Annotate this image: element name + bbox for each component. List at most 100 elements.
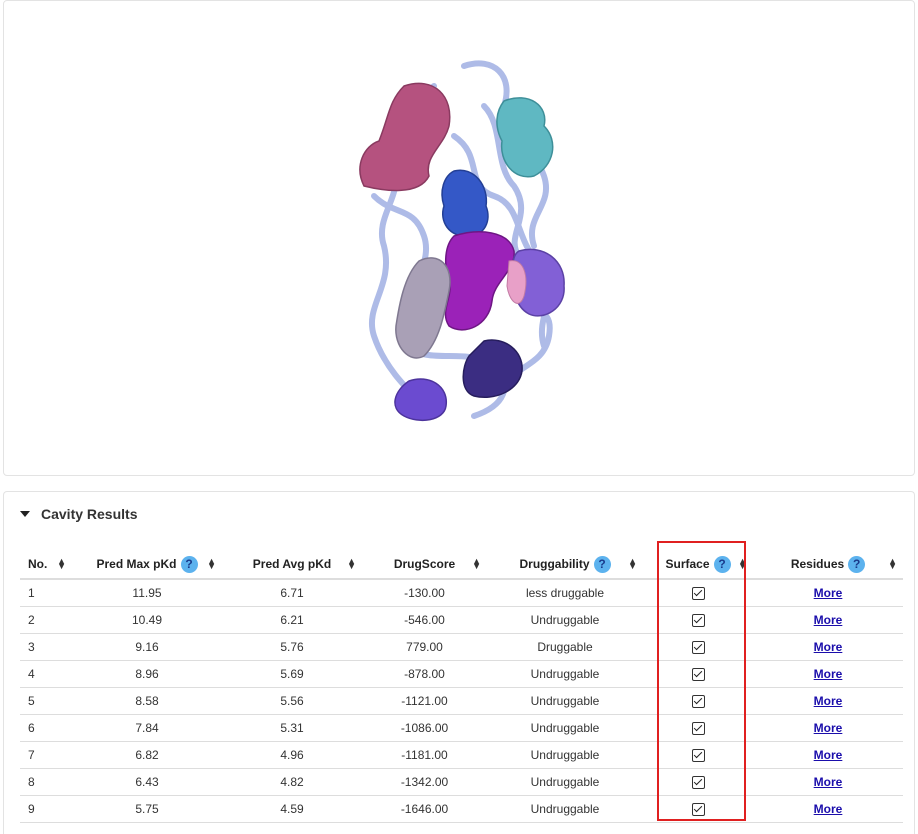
- surface-checkbox[interactable]: [691, 587, 705, 601]
- sort-icon[interactable]: ▲ ▼: [207, 556, 216, 571]
- sort-icon[interactable]: ▲ ▼: [888, 556, 897, 571]
- cell-score: -546.00: [362, 606, 487, 634]
- cell-surface: [643, 795, 753, 823]
- cell-drug: Undruggable: [487, 606, 643, 634]
- sort-icon[interactable]: ▲ ▼: [472, 556, 481, 571]
- cavity-pockets: [359, 82, 565, 422]
- residues-more-link[interactable]: More: [813, 721, 843, 735]
- cell-avg: 6.21: [222, 606, 362, 634]
- sort-icon[interactable]: ▲ ▼: [57, 556, 66, 571]
- residues-more-link[interactable]: More: [813, 586, 843, 600]
- cell-max: 5.75: [72, 795, 222, 823]
- column-header-score[interactable]: DrugScore ▲ ▼: [362, 550, 487, 580]
- sort-icon[interactable]: ▲ ▼: [738, 556, 747, 571]
- column-label: DrugScore: [393, 557, 456, 571]
- column-header-res[interactable]: Residues? ▲ ▼: [753, 550, 903, 580]
- cell-residues: More: [753, 714, 903, 742]
- table-row: 5 8.58 5.56 -1121.00 Undruggable More: [20, 687, 903, 715]
- cell-max: 8.96: [72, 660, 222, 688]
- column-header-surface[interactable]: Surface? ▲ ▼: [643, 550, 753, 580]
- cell-score: -130.00: [362, 579, 487, 607]
- cell-residues: More: [753, 633, 903, 661]
- cell-avg: 5.76: [222, 633, 362, 661]
- cell-avg: 5.69: [222, 660, 362, 688]
- help-icon[interactable]: ?: [848, 555, 866, 573]
- cell-score: 779.00: [362, 633, 487, 661]
- surface-checkbox[interactable]: [691, 776, 705, 790]
- cell-drug: Undruggable: [487, 714, 643, 742]
- help-icon[interactable]: ?: [713, 555, 731, 573]
- cell-score: -1646.00: [362, 795, 487, 823]
- surface-checkbox[interactable]: [691, 722, 705, 736]
- column-label: Druggability: [519, 557, 590, 571]
- column-header-avg[interactable]: Pred Avg pKd ▲ ▼: [222, 550, 362, 580]
- column-header-max[interactable]: Pred Max pKd? ▲ ▼: [72, 550, 222, 580]
- cell-no: 2: [20, 606, 72, 634]
- table-header-row: No. ▲ ▼ Pred Max pKd? ▲ ▼ Pred Avg pKd ▲ ▼ DrugSc…: [20, 550, 903, 580]
- cell-drug: Undruggable: [487, 660, 643, 688]
- help-icon[interactable]: ?: [593, 555, 611, 573]
- column-header-content: No.: [28, 557, 47, 571]
- residues-more-link[interactable]: More: [813, 667, 843, 681]
- cell-no: 4: [20, 660, 72, 688]
- cell-avg: 5.56: [222, 687, 362, 715]
- cell-no: 8: [20, 768, 72, 796]
- column-label: Pred Max pKd: [96, 557, 177, 571]
- surface-checkbox[interactable]: [691, 803, 705, 817]
- column-label: Surface: [665, 557, 710, 571]
- table-row: 9 5.75 4.59 -1646.00 Undruggable More: [20, 795, 903, 823]
- help-icon[interactable]: ?: [180, 555, 198, 573]
- cell-score: -878.00: [362, 660, 487, 688]
- cell-surface: [643, 714, 753, 742]
- cell-residues: More: [753, 579, 903, 607]
- residues-more-link[interactable]: More: [813, 775, 843, 789]
- cell-surface: [643, 687, 753, 715]
- residues-more-link[interactable]: More: [813, 694, 843, 708]
- cell-surface: [643, 579, 753, 607]
- cell-score: -1181.00: [362, 741, 487, 769]
- protein-3d-view[interactable]: [344, 46, 594, 436]
- column-header-no[interactable]: No. ▲ ▼: [20, 550, 72, 580]
- column-label: Pred Avg pKd: [252, 557, 332, 571]
- cell-avg: 6.71: [222, 579, 362, 607]
- column-header-drug[interactable]: Druggability? ▲ ▼: [487, 550, 643, 580]
- cavity-results-panel: Cavity Results No. ▲ ▼ Pred Max pKd? ▲ ▼ Pred …: [3, 491, 915, 834]
- column-header-content: Residues?: [790, 555, 866, 573]
- cell-residues: More: [753, 687, 903, 715]
- cell-drug: Undruggable: [487, 741, 643, 769]
- table-row: 6 7.84 5.31 -1086.00 Undruggable More: [20, 714, 903, 742]
- cell-surface: [643, 606, 753, 634]
- cell-avg: 4.82: [222, 768, 362, 796]
- structure-viewer-panel: [3, 0, 915, 476]
- surface-checkbox[interactable]: [691, 695, 705, 709]
- cell-no: 5: [20, 687, 72, 715]
- cell-avg: 5.31: [222, 714, 362, 742]
- cell-max: 10.49: [72, 606, 222, 634]
- cell-residues: More: [753, 606, 903, 634]
- cell-max: 6.82: [72, 741, 222, 769]
- cell-score: -1342.00: [362, 768, 487, 796]
- cell-score: -1086.00: [362, 714, 487, 742]
- cell-drug: less druggable: [487, 579, 643, 607]
- column-header-content: Surface?: [665, 555, 731, 573]
- sort-icon[interactable]: ▲ ▼: [347, 556, 356, 571]
- residues-more-link[interactable]: More: [813, 748, 843, 762]
- column-label: No.: [28, 557, 48, 571]
- surface-checkbox[interactable]: [691, 749, 705, 763]
- column-label: Residues: [790, 557, 845, 571]
- cavity-results-toggle[interactable]: Cavity Results: [20, 506, 137, 522]
- surface-checkbox[interactable]: [691, 614, 705, 628]
- cell-surface: [643, 660, 753, 688]
- table-row: 2 10.49 6.21 -546.00 Undruggable More: [20, 606, 903, 634]
- cell-drug: Druggable: [487, 633, 643, 661]
- column-header-content: Druggability?: [519, 555, 611, 573]
- residues-more-link[interactable]: More: [813, 802, 843, 816]
- residues-more-link[interactable]: More: [813, 640, 843, 654]
- cavity-results-table: No. ▲ ▼ Pred Max pKd? ▲ ▼ Pred Avg pKd ▲ ▼ DrugSc…: [20, 550, 903, 823]
- surface-checkbox[interactable]: [691, 641, 705, 655]
- cell-drug: Undruggable: [487, 768, 643, 796]
- surface-checkbox[interactable]: [691, 668, 705, 682]
- residues-more-link[interactable]: More: [813, 613, 843, 627]
- sort-icon[interactable]: ▲ ▼: [628, 556, 637, 571]
- table-body: 1 11.95 6.71 -130.00 less druggable More 2 10.4…: [20, 579, 903, 823]
